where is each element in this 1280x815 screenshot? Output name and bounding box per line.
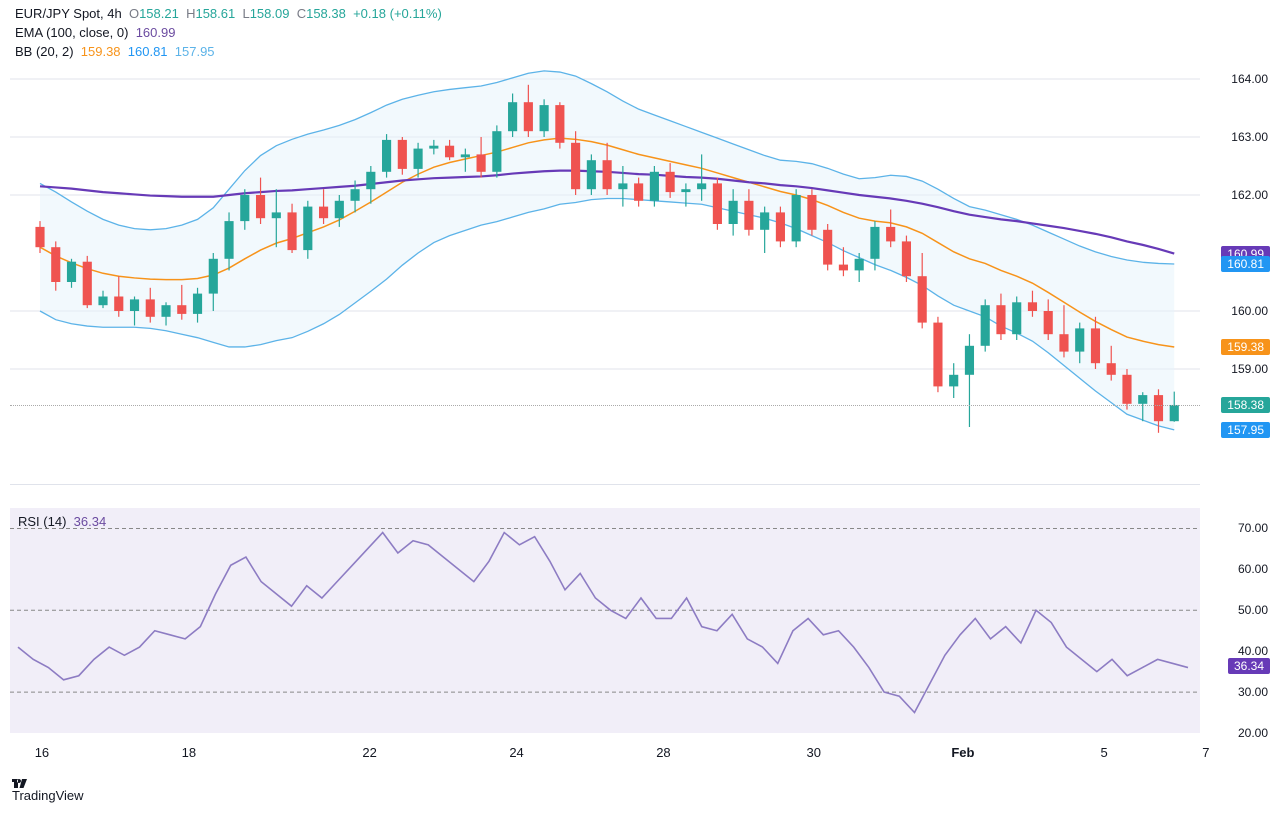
price-tag: 160.81 <box>1221 256 1270 272</box>
y-tick: 162.00 <box>1231 188 1268 202</box>
ema-label[interactable]: EMA (100, close, 0) <box>15 25 128 40</box>
price-tag: 158.38 <box>1221 397 1270 413</box>
time-axis[interactable]: 161822242830Feb57 <box>10 745 1200 775</box>
y-tick: 163.00 <box>1231 130 1268 144</box>
rsi-tick: 70.00 <box>1238 521 1268 535</box>
rsi-panel[interactable]: RSI (14) 36.34 <box>10 508 1200 733</box>
rsi-tick: 50.00 <box>1238 603 1268 617</box>
x-tick: 28 <box>656 745 670 760</box>
y-tick: 159.00 <box>1231 362 1268 376</box>
rsi-tick: 30.00 <box>1238 685 1268 699</box>
rsi-tick: 60.00 <box>1238 562 1268 576</box>
price-tag: 159.38 <box>1221 339 1270 355</box>
price-chart[interactable] <box>10 50 1200 485</box>
rsi-value-tag: 36.34 <box>1228 658 1270 674</box>
x-tick: 16 <box>35 745 49 760</box>
y-tick: 160.00 <box>1231 304 1268 318</box>
rsi-tick: 20.00 <box>1238 726 1268 740</box>
x-tick: 24 <box>509 745 523 760</box>
x-tick: 7 <box>1202 745 1209 760</box>
symbol-label[interactable]: EUR/JPY Spot, 4h <box>15 6 122 21</box>
rsi-label[interactable]: RSI (14) <box>18 514 66 529</box>
x-tick: 30 <box>807 745 821 760</box>
x-tick: 5 <box>1101 745 1108 760</box>
x-tick: Feb <box>951 745 974 760</box>
rsi-y-axis[interactable]: 70.0060.0050.0040.0030.0020.00 <box>1205 508 1280 733</box>
price-tag: 157.95 <box>1221 422 1270 438</box>
last-price-line <box>10 405 1200 406</box>
y-tick: 164.00 <box>1231 72 1268 86</box>
x-tick: 22 <box>362 745 376 760</box>
chart-container: EUR/JPY Spot, 4h O158.21 H158.61 L158.09… <box>0 0 1280 815</box>
tradingview-logo[interactable]: TradingView <box>12 776 84 803</box>
x-tick: 18 <box>182 745 196 760</box>
rsi-tick: 40.00 <box>1238 644 1268 658</box>
